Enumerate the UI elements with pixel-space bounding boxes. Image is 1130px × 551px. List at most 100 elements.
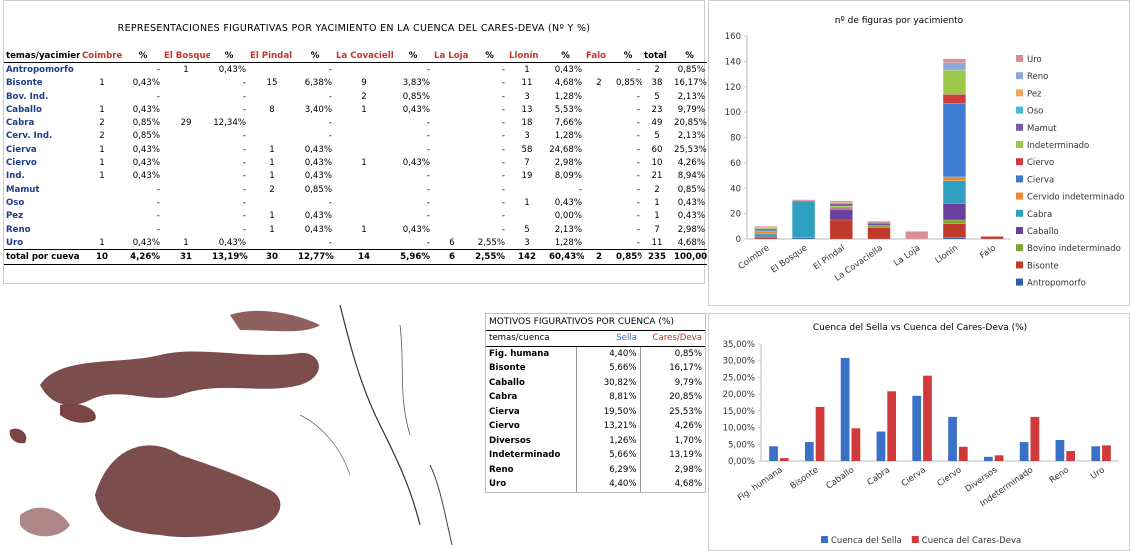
table-cell: 1: [642, 210, 672, 223]
table-cell: -: [472, 143, 507, 156]
table-cell: -: [296, 196, 334, 209]
table-cell: 49: [642, 116, 672, 129]
header-cell: temas/cuenca: [486, 331, 576, 346]
bar: [816, 407, 825, 461]
table-cell: 7,66%: [547, 116, 584, 129]
table-cell: [334, 196, 394, 209]
y-tick-label: 160: [725, 32, 741, 42]
table-cell: 31: [162, 250, 210, 264]
legend-swatch: [1016, 261, 1023, 268]
y-tick-label: 0,00%: [728, 457, 755, 467]
table-cell: 9,79%: [672, 103, 707, 116]
table-cell: [248, 236, 296, 250]
table-cell: Ciervo: [486, 419, 576, 434]
table-cell: [80, 210, 124, 223]
table-cell: [432, 156, 472, 169]
table-cell: -: [394, 130, 432, 143]
x-tick-label: Cierva: [900, 465, 928, 489]
table-cell: -: [614, 103, 642, 116]
table-cell: 2,55%: [472, 250, 507, 264]
table-cell: [248, 196, 296, 209]
table-cell: 58: [507, 143, 547, 156]
y-tick-label: 30,00%: [723, 357, 755, 367]
table-cell: -: [296, 116, 334, 129]
y-tick-label: 0: [736, 235, 741, 245]
table-cell: 1: [80, 143, 124, 156]
table-cell: [584, 223, 614, 236]
table-cell: 0,85%: [124, 130, 162, 143]
legend-label: Cuenca del Sella: [831, 536, 902, 546]
table-cell: 2,13%: [672, 130, 707, 143]
table-cell: 100,00%: [672, 250, 707, 264]
table-cell: -: [394, 143, 432, 156]
legend-swatch: [1016, 193, 1023, 200]
table-cell: 2,13%: [547, 223, 584, 236]
table-cell: 0,43%: [210, 236, 248, 250]
table-cell: [80, 183, 124, 196]
table-cell: 8,81%: [576, 390, 640, 405]
table-cell: Cabra: [4, 116, 80, 129]
table-cell: Cerv. Ind.: [4, 130, 80, 143]
legend-swatch: [1016, 227, 1023, 234]
legend-label: Antropomorfo: [1027, 279, 1086, 289]
table2-title: MOTIVOS FIGURATIVOS POR CUENCA (%): [486, 314, 705, 331]
legend-swatch: [1016, 158, 1023, 165]
table-cell: 4,68%: [547, 77, 584, 90]
bar: [1102, 445, 1111, 461]
header-cell: Llonín: [507, 49, 547, 63]
table-cell: 14: [334, 250, 394, 264]
table-cell: [584, 103, 614, 116]
table-cell: Mamut: [4, 183, 80, 196]
bar: [1020, 442, 1029, 461]
bar-segment: [830, 210, 853, 220]
table-cell: [584, 116, 614, 129]
table-cell: -: [472, 116, 507, 129]
table-cell: 13: [507, 103, 547, 116]
table-cell: [584, 236, 614, 250]
table-cell: [432, 63, 472, 77]
table-title: REPRESENTACIONES FIGURATIVAS POR YACIMIE…: [4, 1, 704, 49]
table-cell: [507, 210, 547, 223]
legend-swatch: [1016, 55, 1023, 62]
table-cell: 13,21%: [576, 419, 640, 434]
legend-swatch: [1016, 175, 1023, 182]
grouped-chart: Cuenca del Sella vs Cuenca del Cares-Dev…: [708, 313, 1130, 551]
table-cell: 2: [80, 130, 124, 143]
table-cell: 1: [80, 236, 124, 250]
table-cell: 0,43%: [124, 77, 162, 90]
legend-swatch: [821, 536, 828, 543]
legend-label: Bisonte: [1027, 261, 1059, 271]
table-cell: -: [210, 196, 248, 209]
table-cell: [162, 196, 210, 209]
table-cell: [334, 130, 394, 143]
table-cell: 1: [334, 103, 394, 116]
table-cell: 1: [162, 236, 210, 250]
table-cell: 6: [432, 250, 472, 264]
table-cell: 0,85%: [672, 63, 707, 77]
bar-segment: [943, 224, 966, 238]
bar-segment: [943, 181, 966, 204]
bar: [912, 396, 921, 461]
legend-label: Pez: [1027, 89, 1042, 99]
table-cell: 13,19%: [640, 448, 705, 463]
table-cell: [584, 63, 614, 77]
table-cell: -: [614, 223, 642, 236]
table-cell: Reno: [486, 463, 576, 478]
table-cell: -: [210, 90, 248, 103]
header-cell: El Bosque: [162, 49, 210, 63]
table-cell: 3,40%: [296, 103, 334, 116]
legend-swatch: [912, 536, 919, 543]
y-tick-label: 120: [725, 83, 741, 93]
legend-label: Caballo: [1027, 227, 1059, 237]
table-cell: -: [614, 196, 642, 209]
table-cell: 29: [162, 116, 210, 129]
bar-segment: [943, 203, 966, 219]
x-tick-label: Uro: [1089, 465, 1107, 482]
table-cell: 5: [507, 223, 547, 236]
table-cell: -: [296, 130, 334, 143]
table-cell: -: [296, 63, 334, 77]
